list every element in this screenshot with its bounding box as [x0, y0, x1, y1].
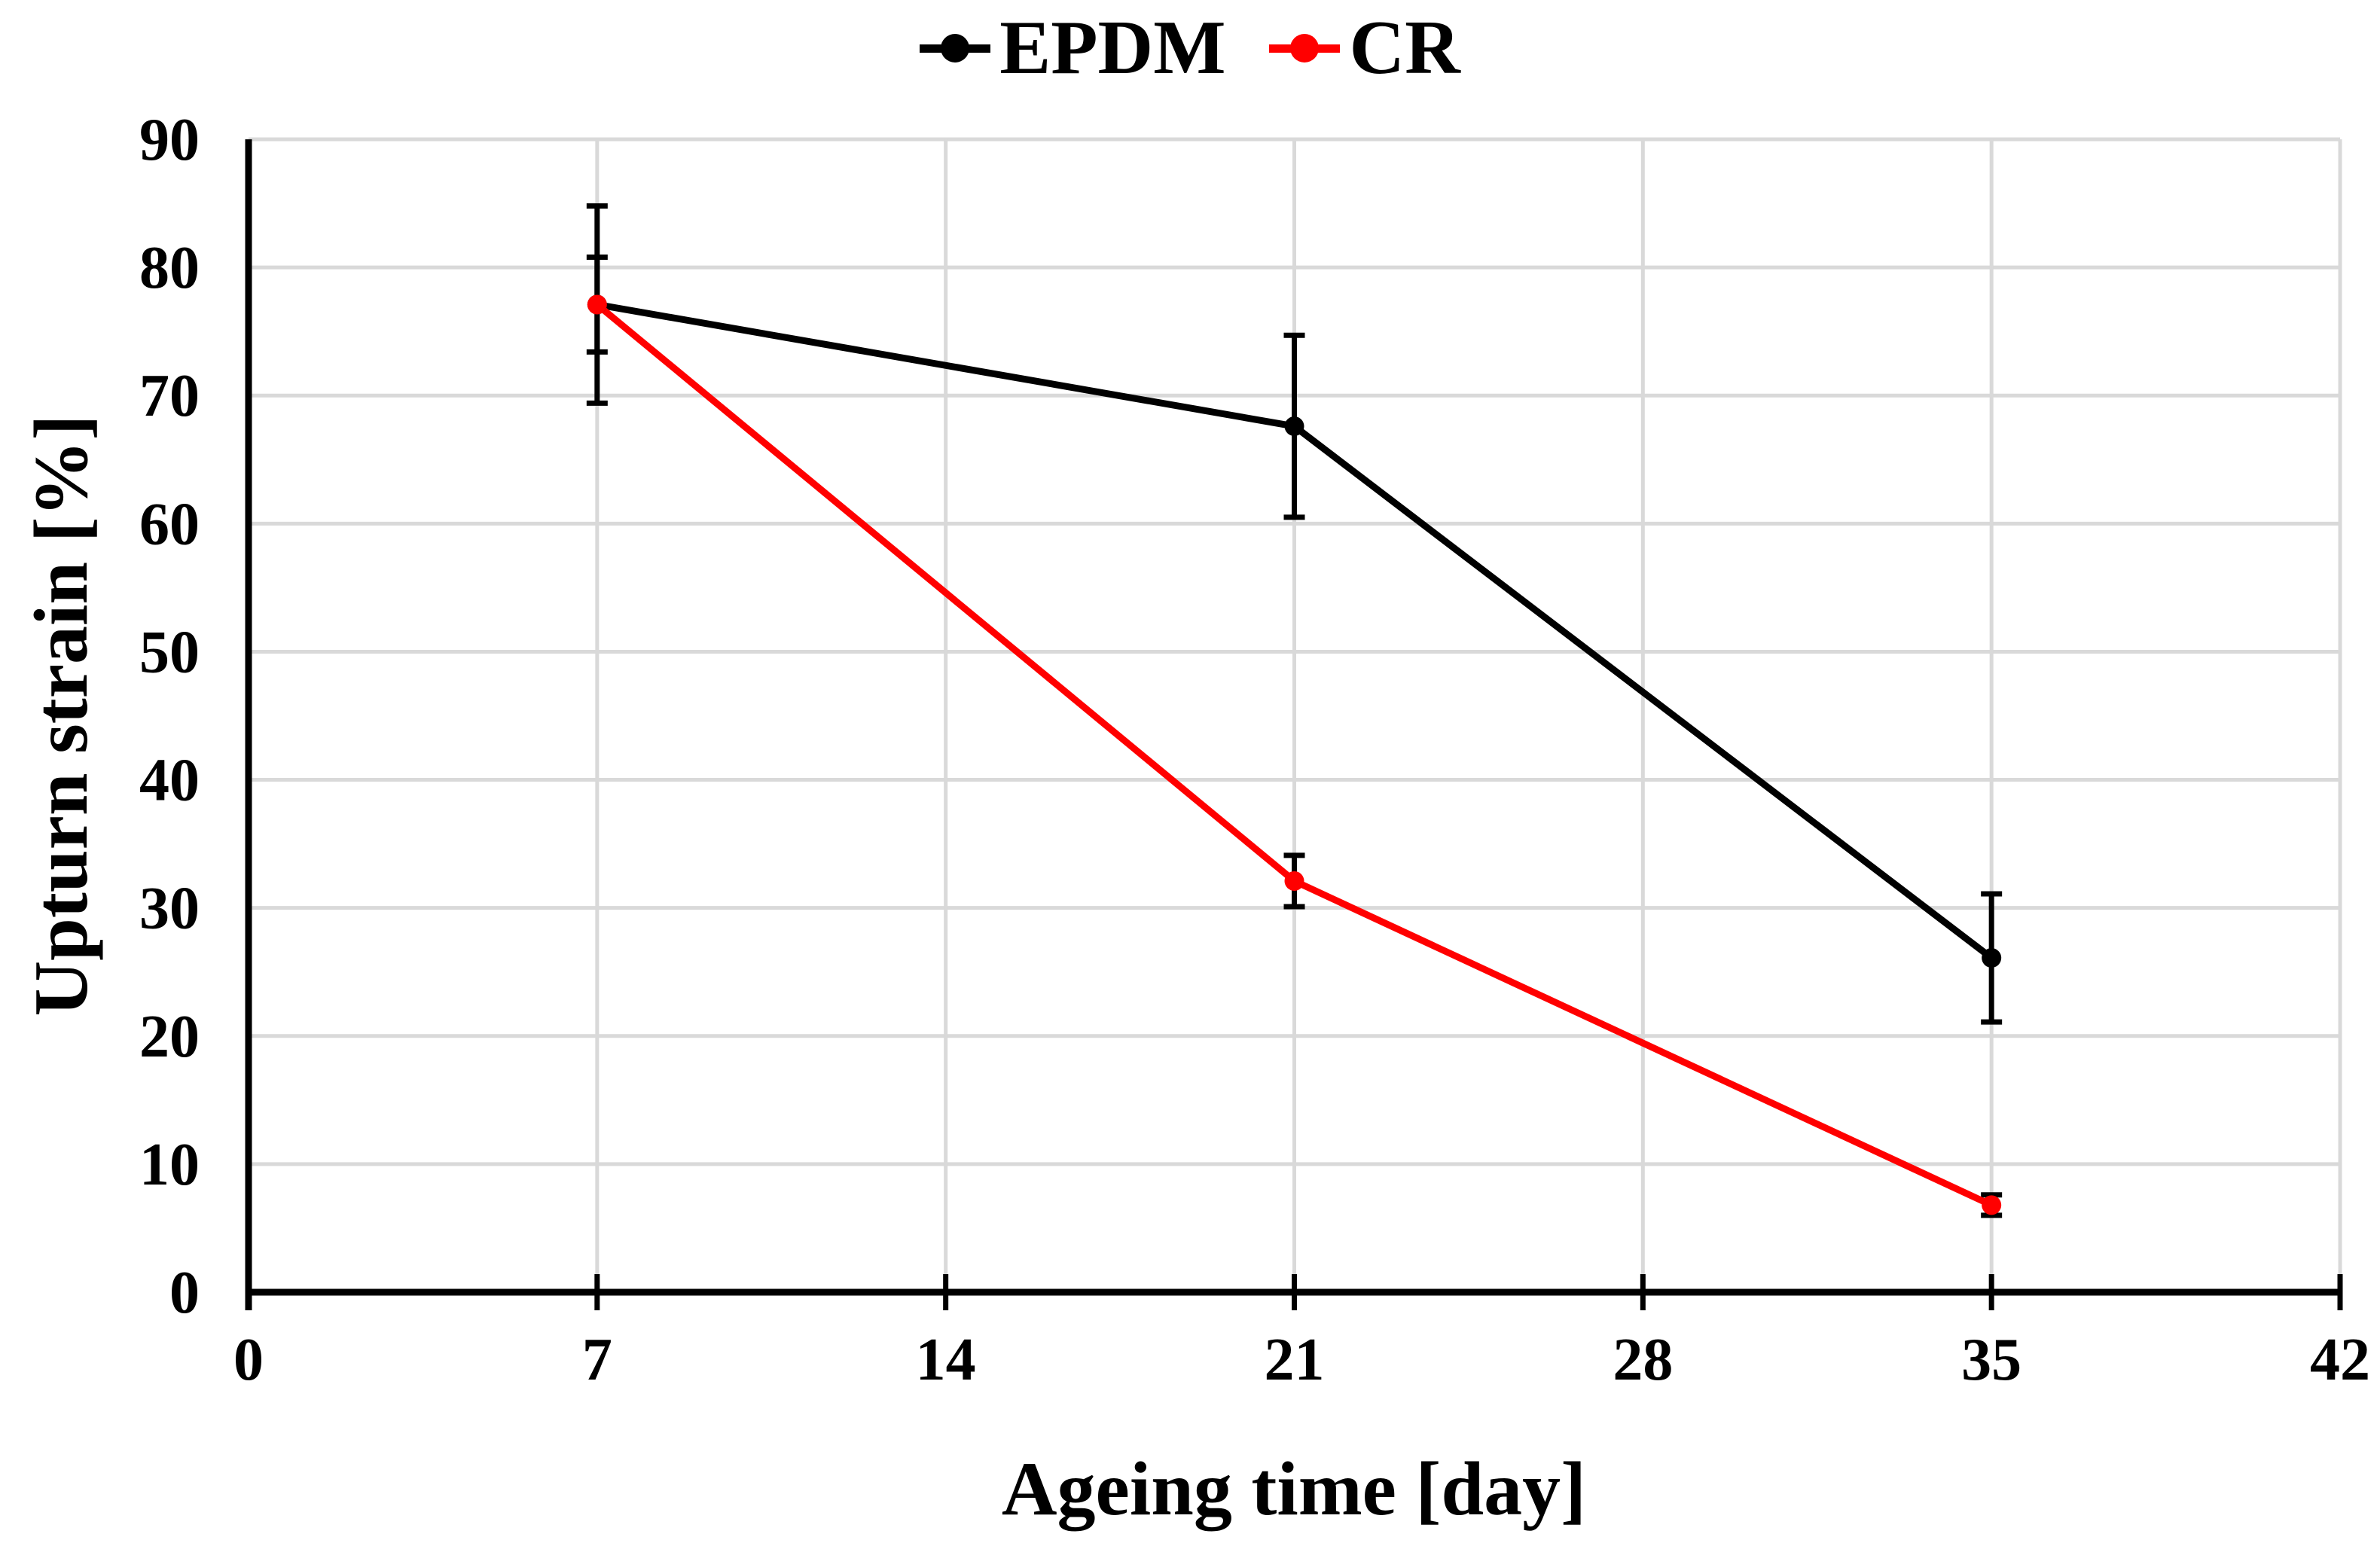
series-cr-markers [587, 294, 2002, 1215]
x-tick-label: 7 [582, 1327, 612, 1393]
x-tick-label: 14 [916, 1327, 976, 1393]
gridlines [249, 137, 2342, 1292]
x-tick-label: 42 [2310, 1327, 2370, 1393]
y-axis-title: Upturn strain [%] [19, 414, 104, 1017]
y-tick-label: 80 [139, 235, 200, 301]
x-axis-ticks [594, 1274, 2343, 1310]
legend-item-cr: CR [1269, 10, 1460, 87]
y-tick-label: 70 [139, 363, 200, 429]
y-tick-label: 50 [139, 619, 200, 685]
y-tick-label: 90 [139, 107, 200, 173]
y-tick-label: 0 [169, 1260, 200, 1326]
cr-marker [587, 294, 607, 315]
y-tick-label: 40 [139, 748, 200, 814]
x-tick-label: 0 [233, 1327, 264, 1393]
x-tick-label: 35 [1961, 1327, 2021, 1393]
cr-marker [1982, 1195, 2002, 1215]
cr-marker [1284, 871, 1304, 891]
y-tick-labels: 0 10 20 30 40 50 60 70 80 90 [139, 107, 200, 1326]
legend-label-epdm: EPDM [999, 5, 1226, 90]
legend: EPDM CR [0, 3, 2380, 93]
x-tick-label: 21 [1265, 1327, 1325, 1393]
y-tick-label: 30 [139, 876, 200, 942]
epdm-line-dot-icon [920, 34, 991, 63]
legend-label-cr: CR [1349, 5, 1460, 90]
x-tick-labels: 0 7 14 21 28 35 42 [233, 1327, 2370, 1393]
cr-line-dot-icon [1269, 34, 1341, 63]
epdm-marker [1284, 416, 1304, 437]
y-tick-label: 20 [139, 1004, 200, 1070]
x-tick-label: 28 [1613, 1327, 1673, 1393]
x-axis-title: Ageing time [day] [1001, 1447, 1587, 1532]
y-tick-label: 60 [139, 491, 200, 557]
y-tick-label: 10 [139, 1132, 200, 1198]
epdm-marker [1982, 948, 2002, 968]
legend-item-epdm: EPDM [920, 10, 1225, 87]
